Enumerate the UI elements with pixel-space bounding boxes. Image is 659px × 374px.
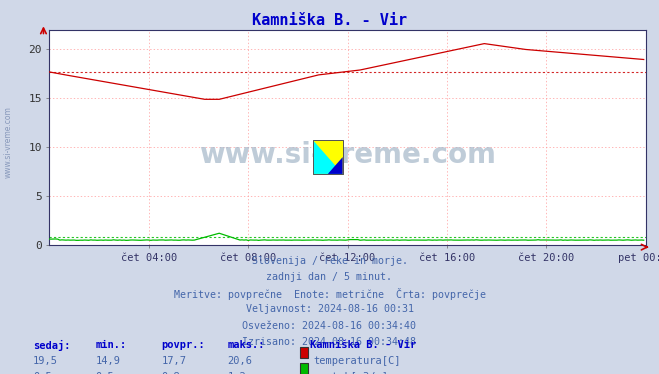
Text: Meritve: povprečne  Enote: metrične  Črta: povprečje: Meritve: povprečne Enote: metrične Črta:… (173, 288, 486, 300)
Text: www.si-vreme.com: www.si-vreme.com (199, 141, 496, 169)
Text: 20,6: 20,6 (227, 356, 252, 366)
Text: Veljavnost: 2024-08-16 00:31: Veljavnost: 2024-08-16 00:31 (246, 304, 413, 315)
Text: Slovenija / reke in morje.: Slovenija / reke in morje. (252, 256, 407, 266)
Text: 1,2: 1,2 (227, 372, 246, 374)
Text: 19,5: 19,5 (33, 356, 58, 366)
Text: 14,9: 14,9 (96, 356, 121, 366)
Text: povpr.:: povpr.: (161, 340, 205, 350)
Text: sedaj:: sedaj: (33, 340, 71, 351)
Text: Osveženo: 2024-08-16 00:34:40: Osveženo: 2024-08-16 00:34:40 (243, 321, 416, 331)
Text: temperatura[C]: temperatura[C] (313, 356, 401, 366)
Text: www.si-vreme.com: www.si-vreme.com (3, 106, 13, 178)
Text: Izrisano: 2024-08-16 00:34:48: Izrisano: 2024-08-16 00:34:48 (243, 337, 416, 347)
Text: Kamniška B. - Vir: Kamniška B. - Vir (252, 13, 407, 28)
Text: 0,5: 0,5 (33, 372, 51, 374)
Text: 17,7: 17,7 (161, 356, 186, 366)
Text: pretok[m3/s]: pretok[m3/s] (313, 372, 388, 374)
Text: 0,5: 0,5 (96, 372, 114, 374)
Text: Kamniška B. - Vir: Kamniška B. - Vir (310, 340, 416, 350)
Text: min.:: min.: (96, 340, 127, 350)
Text: zadnji dan / 5 minut.: zadnji dan / 5 minut. (266, 272, 393, 282)
Text: maks.:: maks.: (227, 340, 265, 350)
Text: 0,8: 0,8 (161, 372, 180, 374)
